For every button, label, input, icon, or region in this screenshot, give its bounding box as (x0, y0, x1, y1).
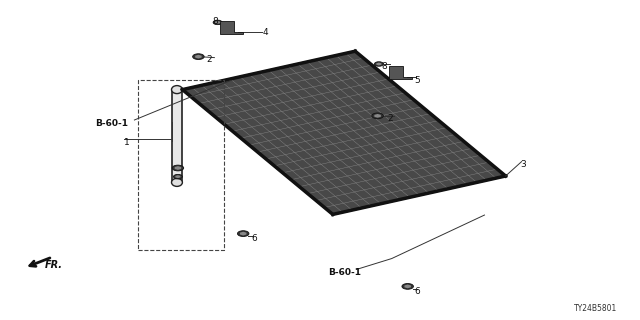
Circle shape (213, 20, 222, 25)
Text: 4: 4 (262, 28, 268, 37)
Ellipse shape (172, 86, 182, 94)
Circle shape (193, 54, 204, 60)
Text: 6: 6 (415, 287, 420, 296)
Text: 3: 3 (520, 160, 526, 169)
Text: B-60-1: B-60-1 (95, 119, 128, 128)
Bar (138, 80, 224, 250)
Circle shape (172, 165, 184, 171)
Ellipse shape (172, 179, 182, 186)
Polygon shape (215, 21, 220, 24)
Polygon shape (404, 284, 411, 288)
Circle shape (237, 231, 249, 236)
Polygon shape (175, 166, 181, 170)
Circle shape (372, 113, 383, 119)
Polygon shape (182, 51, 506, 214)
Polygon shape (240, 232, 246, 236)
Circle shape (374, 62, 383, 66)
Circle shape (402, 284, 413, 289)
Polygon shape (220, 21, 243, 34)
Polygon shape (195, 55, 202, 59)
Circle shape (173, 174, 182, 179)
Polygon shape (175, 175, 180, 178)
Polygon shape (374, 114, 381, 118)
Polygon shape (389, 66, 412, 79)
Text: 8: 8 (381, 62, 387, 71)
Text: 5: 5 (415, 76, 420, 85)
Text: TY24B5801: TY24B5801 (573, 304, 617, 313)
Text: FR.: FR. (45, 260, 63, 270)
Text: 1: 1 (124, 138, 129, 147)
Text: 2: 2 (207, 55, 212, 64)
Polygon shape (376, 62, 381, 66)
Text: 8: 8 (212, 17, 218, 26)
Text: 6: 6 (251, 234, 257, 243)
Polygon shape (172, 90, 182, 182)
Text: B-60-1: B-60-1 (328, 268, 361, 277)
Text: 2: 2 (388, 114, 394, 123)
